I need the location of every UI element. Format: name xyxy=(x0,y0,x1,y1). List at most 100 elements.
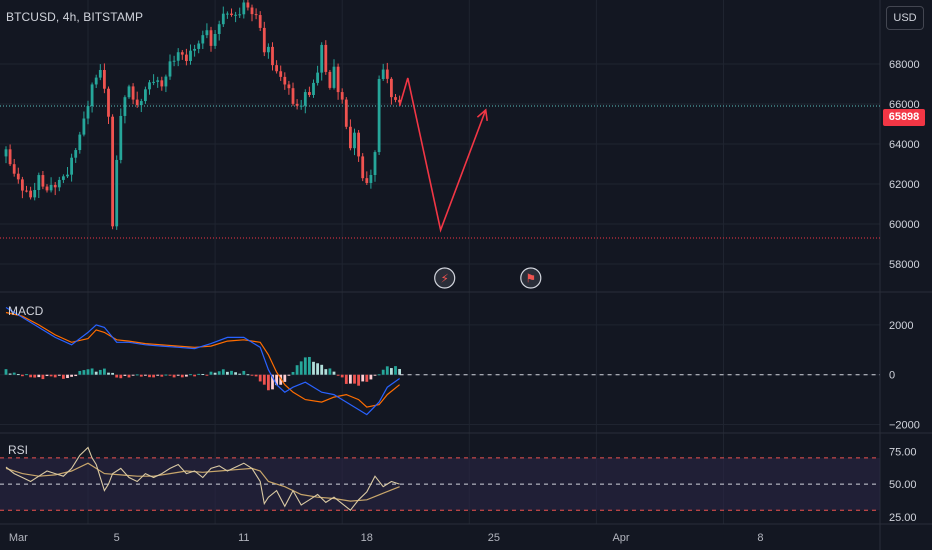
macd-hist-bar xyxy=(217,371,221,375)
macd-hist-bar xyxy=(98,369,102,375)
macd-hist-bar xyxy=(312,361,315,375)
time-tick-label: 8 xyxy=(757,532,763,544)
candle-body xyxy=(299,105,303,107)
rsi-tick-label: 25.00 xyxy=(889,512,917,524)
candle-body xyxy=(86,106,90,119)
candle-body xyxy=(127,86,131,98)
macd-hist-bar xyxy=(107,372,110,375)
badge-ring xyxy=(434,267,456,289)
rsi-tick-label: 50.00 xyxy=(889,479,917,491)
event-badge-2[interactable]: ⚑ xyxy=(520,267,542,289)
macd-hist-bar xyxy=(349,374,352,384)
candle-body xyxy=(119,115,123,160)
macd-hist-bar xyxy=(21,374,24,377)
candle-body xyxy=(349,126,352,149)
macd-hist-bar xyxy=(156,374,160,376)
candle-body xyxy=(213,33,217,46)
candle-body xyxy=(135,99,139,106)
candle-body xyxy=(361,156,365,179)
candle-body xyxy=(66,174,69,177)
macd-hist-bar xyxy=(74,374,78,377)
candle-body xyxy=(365,178,369,183)
candle-body xyxy=(390,78,393,98)
candle-body xyxy=(320,44,324,73)
candle-body xyxy=(168,61,172,77)
candle-body xyxy=(230,13,233,16)
macd-hist-bar xyxy=(262,374,266,385)
currency-button[interactable]: USD xyxy=(886,6,924,30)
candle-body xyxy=(279,71,283,77)
macd-hist-bar xyxy=(279,374,283,385)
macd-histogram xyxy=(4,356,401,391)
macd-hist-bar xyxy=(4,369,8,375)
macd-hist-bar xyxy=(308,356,311,375)
macd-hist-bar xyxy=(8,373,12,375)
candle-body xyxy=(336,66,340,93)
macd-hist-bar xyxy=(135,374,139,376)
macd-hist-bar xyxy=(45,374,49,377)
candle-body xyxy=(394,97,397,100)
time-tick-label: Mar xyxy=(9,532,28,544)
candle-body xyxy=(21,179,24,191)
candle-body xyxy=(238,14,242,16)
projection-arrowhead xyxy=(476,108,488,122)
macd-hist-bar xyxy=(398,368,401,375)
candle-body xyxy=(176,52,180,61)
macd-tick-label: −2000 xyxy=(889,420,920,432)
macd-hist-bar xyxy=(316,363,319,375)
candle-body xyxy=(271,46,274,66)
candle-body xyxy=(217,24,221,34)
candle-body xyxy=(332,66,336,88)
candle-body xyxy=(98,69,102,78)
candle-body xyxy=(74,150,78,158)
macd-label[interactable]: MACD xyxy=(8,304,44,318)
candle-body xyxy=(283,76,287,85)
macd-hist-bar xyxy=(70,374,73,377)
candle-body xyxy=(226,13,229,15)
rsi-label[interactable]: RSI xyxy=(8,443,29,457)
macd-hist-bar xyxy=(57,374,61,376)
candle-body xyxy=(33,189,37,198)
candle-body xyxy=(250,7,254,15)
macd-hist-bar xyxy=(242,370,246,375)
macd-hist-bar xyxy=(33,374,37,378)
candle-body xyxy=(90,84,94,107)
macd-hist-bar xyxy=(82,370,86,375)
last-price-tag: 65898 xyxy=(883,109,925,126)
macd-hist-bar xyxy=(291,371,295,375)
symbol-title: BTCUSD, 4h, BITSTAMP xyxy=(6,10,144,24)
macd-hist-bar xyxy=(234,372,237,375)
time-tick-label: 11 xyxy=(238,532,249,544)
candle-body xyxy=(152,81,155,83)
macd-hist-bar xyxy=(41,374,45,380)
candle-body xyxy=(115,159,119,227)
candle-body xyxy=(201,35,205,44)
candle-body xyxy=(254,14,258,16)
macd-hist-bar xyxy=(180,374,184,378)
candle-body xyxy=(303,92,307,106)
candle-body xyxy=(94,77,98,85)
macd-hist-bar xyxy=(324,369,328,375)
macd-hist-bar xyxy=(295,365,299,375)
candle-body xyxy=(62,176,65,180)
macd-hist-bar xyxy=(127,374,131,378)
candle-body xyxy=(353,132,356,149)
candle-body xyxy=(246,2,250,8)
macd-hist-bar xyxy=(160,374,164,377)
macd-hist-bar xyxy=(193,374,196,377)
event-badge-1[interactable]: ⚡ xyxy=(434,267,456,289)
macd-hist-bar xyxy=(271,374,274,390)
candle-body xyxy=(193,48,196,51)
macd-hist-bar xyxy=(373,374,377,376)
macd-hist-bar xyxy=(226,371,229,375)
macd-hist-bar xyxy=(12,372,16,375)
macd-hist-bar xyxy=(353,374,356,384)
macd-hist-bar xyxy=(197,373,201,375)
grid xyxy=(0,0,880,524)
price-tick-label: 60000 xyxy=(889,219,920,231)
candle-body xyxy=(70,157,73,175)
macd-hist-bar xyxy=(189,374,192,376)
candle-body xyxy=(180,52,184,55)
candle-body xyxy=(373,152,377,175)
